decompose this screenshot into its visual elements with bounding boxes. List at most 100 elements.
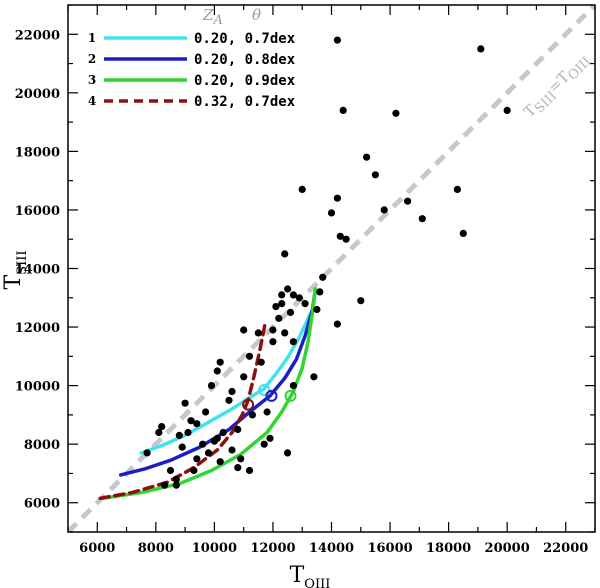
- data-point: [228, 387, 236, 396]
- data-point: [339, 106, 347, 114]
- data-point: [257, 358, 265, 366]
- data-point: [237, 455, 245, 463]
- data-point: [178, 443, 186, 451]
- data-point: [161, 481, 169, 489]
- data-point: [380, 206, 388, 214]
- data-point: [295, 294, 303, 302]
- x-tick-label: 18000: [426, 541, 471, 556]
- data-point: [225, 396, 233, 404]
- y-tick-label: 18000: [15, 145, 60, 160]
- data-point: [336, 232, 344, 240]
- data-point: [213, 367, 221, 375]
- legend-number: 4: [88, 94, 96, 108]
- x-axis-label: TOIII: [290, 563, 331, 588]
- y-tick-label: 20000: [15, 87, 60, 102]
- data-point: [357, 297, 365, 305]
- data-point: [418, 215, 426, 223]
- data-point: [263, 408, 271, 416]
- data-point: [202, 408, 210, 416]
- data-point: [316, 288, 324, 296]
- data-point: [333, 36, 341, 44]
- data-point: [190, 466, 198, 475]
- data-point: [166, 466, 175, 475]
- data-point: [216, 458, 224, 466]
- x-tick-label: 22000: [543, 541, 588, 556]
- data-point: [199, 440, 207, 448]
- data-point: [269, 338, 277, 346]
- identity-line-label: TSIII=TOIII: [520, 49, 594, 123]
- legend-label: 0.20, 0.8dex: [194, 52, 296, 68]
- model-curve-1: [139, 310, 313, 455]
- y-tick-label: 14000: [15, 263, 60, 278]
- data-point: [503, 106, 511, 114]
- data-point: [207, 382, 216, 390]
- curve-marker-4: [242, 398, 255, 411]
- data-point: [193, 455, 201, 463]
- curve-marker-2: [265, 389, 278, 402]
- data-point: [234, 464, 242, 472]
- y-axis-label: TSIII: [1, 251, 30, 290]
- data-point: [404, 197, 412, 205]
- data-point: [216, 358, 224, 366]
- data-point: [278, 291, 286, 299]
- legend-number: 3: [88, 73, 96, 87]
- legend-label: 0.20, 0.9dex: [194, 73, 296, 89]
- legend-label: 0.20, 0.7dex: [194, 31, 296, 47]
- data-point: [181, 399, 189, 407]
- data-point: [260, 440, 268, 448]
- model-curve-2: [118, 287, 318, 477]
- data-point: [289, 291, 297, 299]
- data-point: [333, 194, 341, 202]
- data-point: [234, 425, 242, 434]
- curve-marker-1: [258, 384, 271, 396]
- data-point: [301, 300, 309, 308]
- data-point: [245, 466, 254, 475]
- data-point: [248, 411, 256, 419]
- data-point: [266, 434, 274, 442]
- data-point: [281, 329, 289, 337]
- y-tick-label: 6000: [24, 497, 60, 512]
- legend-number: 2: [88, 52, 96, 66]
- data-point: [342, 235, 350, 243]
- y-tick-label: 12000: [15, 321, 60, 336]
- x-tick-label: 8000: [138, 541, 174, 556]
- data-point: [319, 273, 327, 281]
- data-point: [289, 382, 297, 390]
- data-point: [453, 185, 461, 193]
- data-point: [327, 209, 336, 217]
- data-point: [289, 338, 297, 346]
- data-point: [310, 373, 318, 381]
- data-point: [298, 185, 306, 193]
- data-point: [371, 171, 379, 179]
- data-point: [459, 229, 467, 237]
- data-point: [204, 449, 213, 457]
- data-point: [392, 109, 400, 117]
- y-tick-label: 10000: [15, 380, 60, 395]
- data-point: [284, 449, 292, 457]
- data-point: [272, 303, 280, 311]
- data-point: [187, 417, 195, 425]
- data-point: [281, 250, 289, 258]
- data-point: [158, 423, 166, 431]
- x-tick-label: 16000: [367, 541, 412, 556]
- data-point: [363, 153, 371, 161]
- x-tick-label: 6000: [79, 541, 115, 556]
- data-point: [245, 352, 254, 360]
- x-tick-label: 20000: [485, 541, 530, 556]
- data-point: [275, 314, 283, 322]
- data-point: [286, 308, 295, 316]
- identity-line: [68, 5, 595, 532]
- x-tick-label: 12000: [250, 541, 295, 556]
- data-point: [278, 300, 286, 308]
- data-point: [184, 428, 192, 437]
- model-curve-4: [98, 319, 268, 501]
- data-point: [333, 320, 341, 328]
- data-point: [219, 428, 227, 437]
- data-point: [240, 373, 248, 381]
- data-point: [143, 449, 151, 457]
- legend-header-z: ZA: [202, 6, 223, 28]
- data-point: [193, 420, 201, 428]
- data-point: [477, 45, 485, 53]
- x-tick-label: 10000: [192, 541, 237, 556]
